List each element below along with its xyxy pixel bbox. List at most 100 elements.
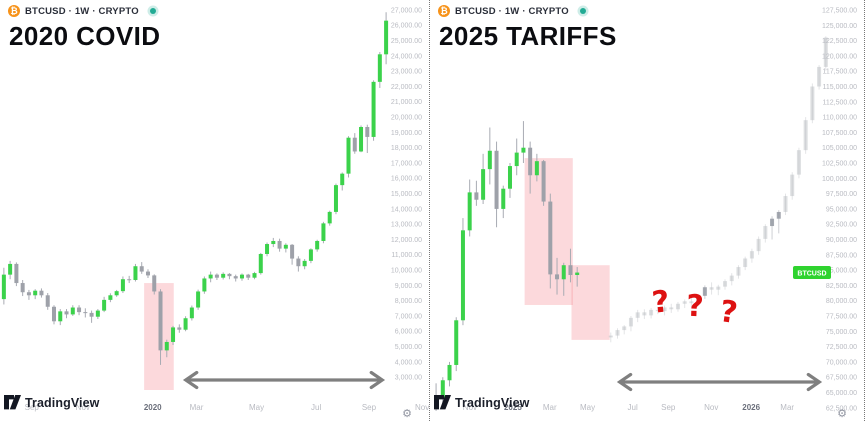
price-axis-label: 105,000.00 <box>822 145 857 152</box>
price-axis-label: 85,000.00 <box>826 268 857 275</box>
time-axis-label: Jul <box>311 403 321 412</box>
price-axis[interactable]: 27,000.00 26,000.00 25,000.00 24,000.00 23,0… <box>391 7 422 381</box>
tradingview-logo[interactable]: TradingView <box>434 395 530 410</box>
time-axis[interactable]: Sep Nov 2020 Mar May Jul Sep Nov <box>25 403 429 412</box>
tradingview-wordmark: TradingView <box>25 395 100 410</box>
price-axis-label: 80,000.00 <box>826 298 857 305</box>
price-axis-label: 22,000.00 <box>391 84 422 91</box>
settings-gear-icon[interactable]: ⚙ <box>837 408 847 420</box>
price-axis-label: 4,000.00 <box>395 359 422 366</box>
price-axis-label: 117,500.00 <box>822 69 857 76</box>
range-arrow-annotation <box>616 372 823 392</box>
price-axis-label: 18,000.00 <box>391 145 422 152</box>
price-axis-label: 122,500.00 <box>822 38 857 45</box>
price-axis-label: 6,000.00 <box>395 329 422 336</box>
time-axis-label: Mar <box>190 403 204 412</box>
tradingview-logo-icon <box>4 395 21 410</box>
question-marks-annotation: ??? <box>650 284 739 331</box>
market-open-dot-icon <box>149 8 156 14</box>
time-axis-label: Nov <box>76 403 90 412</box>
price-axis-label: 110,000.00 <box>822 115 857 122</box>
price-axis-label: 13,000.00 <box>391 222 422 229</box>
price-axis-label: 97,500.00 <box>826 191 857 198</box>
price-axis-label: 11,000.00 <box>391 252 422 259</box>
price-axis[interactable]: 127,500.00 125,000.00 122,500.00 120,000.00… <box>822 8 857 413</box>
tradingview-logo[interactable]: TradingView <box>4 395 100 410</box>
time-axis-label: 2026 <box>742 403 760 412</box>
time-axis-label: Sep <box>25 403 40 412</box>
time-axis-label: Jul <box>628 403 638 412</box>
price-axis-label: 90,000.00 <box>826 237 857 244</box>
chart-title-annotation: 2020 COVID <box>9 21 161 51</box>
time-axis-label: 2025 <box>504 403 522 412</box>
price-axis-label: 112,500.00 <box>822 99 857 106</box>
price-axis-label: 65,000.00 <box>826 390 857 397</box>
highlight-boxes <box>524 158 610 340</box>
price-axis-label: 15,000.00 <box>391 191 422 198</box>
range-arrow-annotation <box>182 370 386 390</box>
time-axis-label: Nov <box>463 403 477 412</box>
market-open-dot-icon <box>579 8 586 14</box>
question-mark: ? <box>650 284 671 321</box>
price-axis-label: 72,500.00 <box>826 344 857 351</box>
time-axis[interactable]: Nov 2025 Mar May Jul Sep Nov 2026 Mar <box>463 403 795 412</box>
price-axis-label: 115,000.00 <box>822 84 857 91</box>
price-axis-label: 62,500.00 <box>826 405 857 412</box>
time-axis-label: May <box>580 403 595 412</box>
candles-series <box>1 12 389 365</box>
price-axis-label: 7,000.00 <box>395 313 422 320</box>
time-axis-label: Nov <box>704 403 718 412</box>
question-mark: ? <box>686 289 705 325</box>
price-axis-label: 127,500.00 <box>822 8 857 15</box>
time-axis-label: May <box>249 403 264 412</box>
chart-panel-2020-covid: 27,000.00 26,000.00 25,000.00 24,000.00 23,0… <box>0 0 430 421</box>
price-axis-label: 27,000.00 <box>391 7 422 14</box>
price-axis-label: 125,000.00 <box>822 23 857 30</box>
price-axis-label: 87,500.00 <box>826 252 857 259</box>
price-axis-label: 8,000.00 <box>395 298 422 305</box>
settings-gear-icon[interactable]: ⚙ <box>402 408 412 420</box>
symbol-header[interactable]: ₿ BTCUSD · 1W · CRYPTO <box>438 5 586 17</box>
price-axis-label: 77,500.00 <box>826 314 857 321</box>
time-axis-label: Nov <box>415 403 429 412</box>
tradingview-wordmark: TradingView <box>455 395 530 410</box>
price-axis-label: 70,000.00 <box>826 359 857 366</box>
candlestick-chart-2025[interactable]: ?? ? 127,500.00 125,000.00 122,500.00 120,000… <box>430 0 864 421</box>
price-axis-label: 107,500.00 <box>822 130 857 137</box>
candles-series <box>434 36 828 411</box>
price-axis-label: 21,000.00 <box>391 99 422 106</box>
price-axis-label: 3,000.00 <box>395 375 422 382</box>
question-mark: ? <box>718 294 740 331</box>
price-axis-label: 5,000.00 <box>395 344 422 351</box>
bitcoin-icon: ₿ <box>8 5 20 17</box>
candlestick-chart-2020[interactable]: 27,000.00 26,000.00 25,000.00 24,000.00 23,0… <box>0 0 429 421</box>
price-axis-label: 92,500.00 <box>826 222 857 229</box>
price-axis-label: 19,000.00 <box>391 130 422 137</box>
price-axis-label: 10,000.00 <box>391 268 422 275</box>
time-axis-label: Mar <box>780 403 794 412</box>
price-axis-label: 82,500.00 <box>826 283 857 290</box>
price-axis-label: 9,000.00 <box>395 283 422 290</box>
price-axis-label: 23,000.00 <box>391 69 422 76</box>
last-price-badge: BTCUSD <box>793 266 831 280</box>
price-axis-label: 12,000.00 <box>391 237 422 244</box>
price-axis-label: 14,000.00 <box>391 206 422 213</box>
price-axis-label: 95,000.00 <box>826 206 857 213</box>
time-axis-label: 2020 <box>144 403 162 412</box>
price-axis-label: 26,000.00 <box>391 23 422 30</box>
price-axis-label: 102,500.00 <box>822 161 857 168</box>
chart-panel-2025-tariffs: ??? 127,500.00 125,000.00 122,500.00 120,000… <box>430 0 865 421</box>
price-axis-label: 20,000.00 <box>391 115 422 122</box>
tradingview-logo-icon <box>434 395 451 410</box>
price-axis-label: 75,000.00 <box>826 329 857 336</box>
price-axis-label: 24,000.00 <box>391 53 422 60</box>
price-axis-label: 17,000.00 <box>391 160 422 167</box>
time-axis-label: Sep <box>362 403 377 412</box>
price-axis-label: 120,000.00 <box>822 53 857 60</box>
price-axis-label: 100,000.00 <box>822 176 857 183</box>
bitcoin-icon: ₿ <box>438 5 450 17</box>
highlight-box <box>571 265 610 340</box>
price-axis-label: 67,500.00 <box>826 375 857 382</box>
symbol-header[interactable]: ₿ BTCUSD · 1W · CRYPTO <box>8 5 156 17</box>
time-axis-label: Mar <box>543 403 557 412</box>
